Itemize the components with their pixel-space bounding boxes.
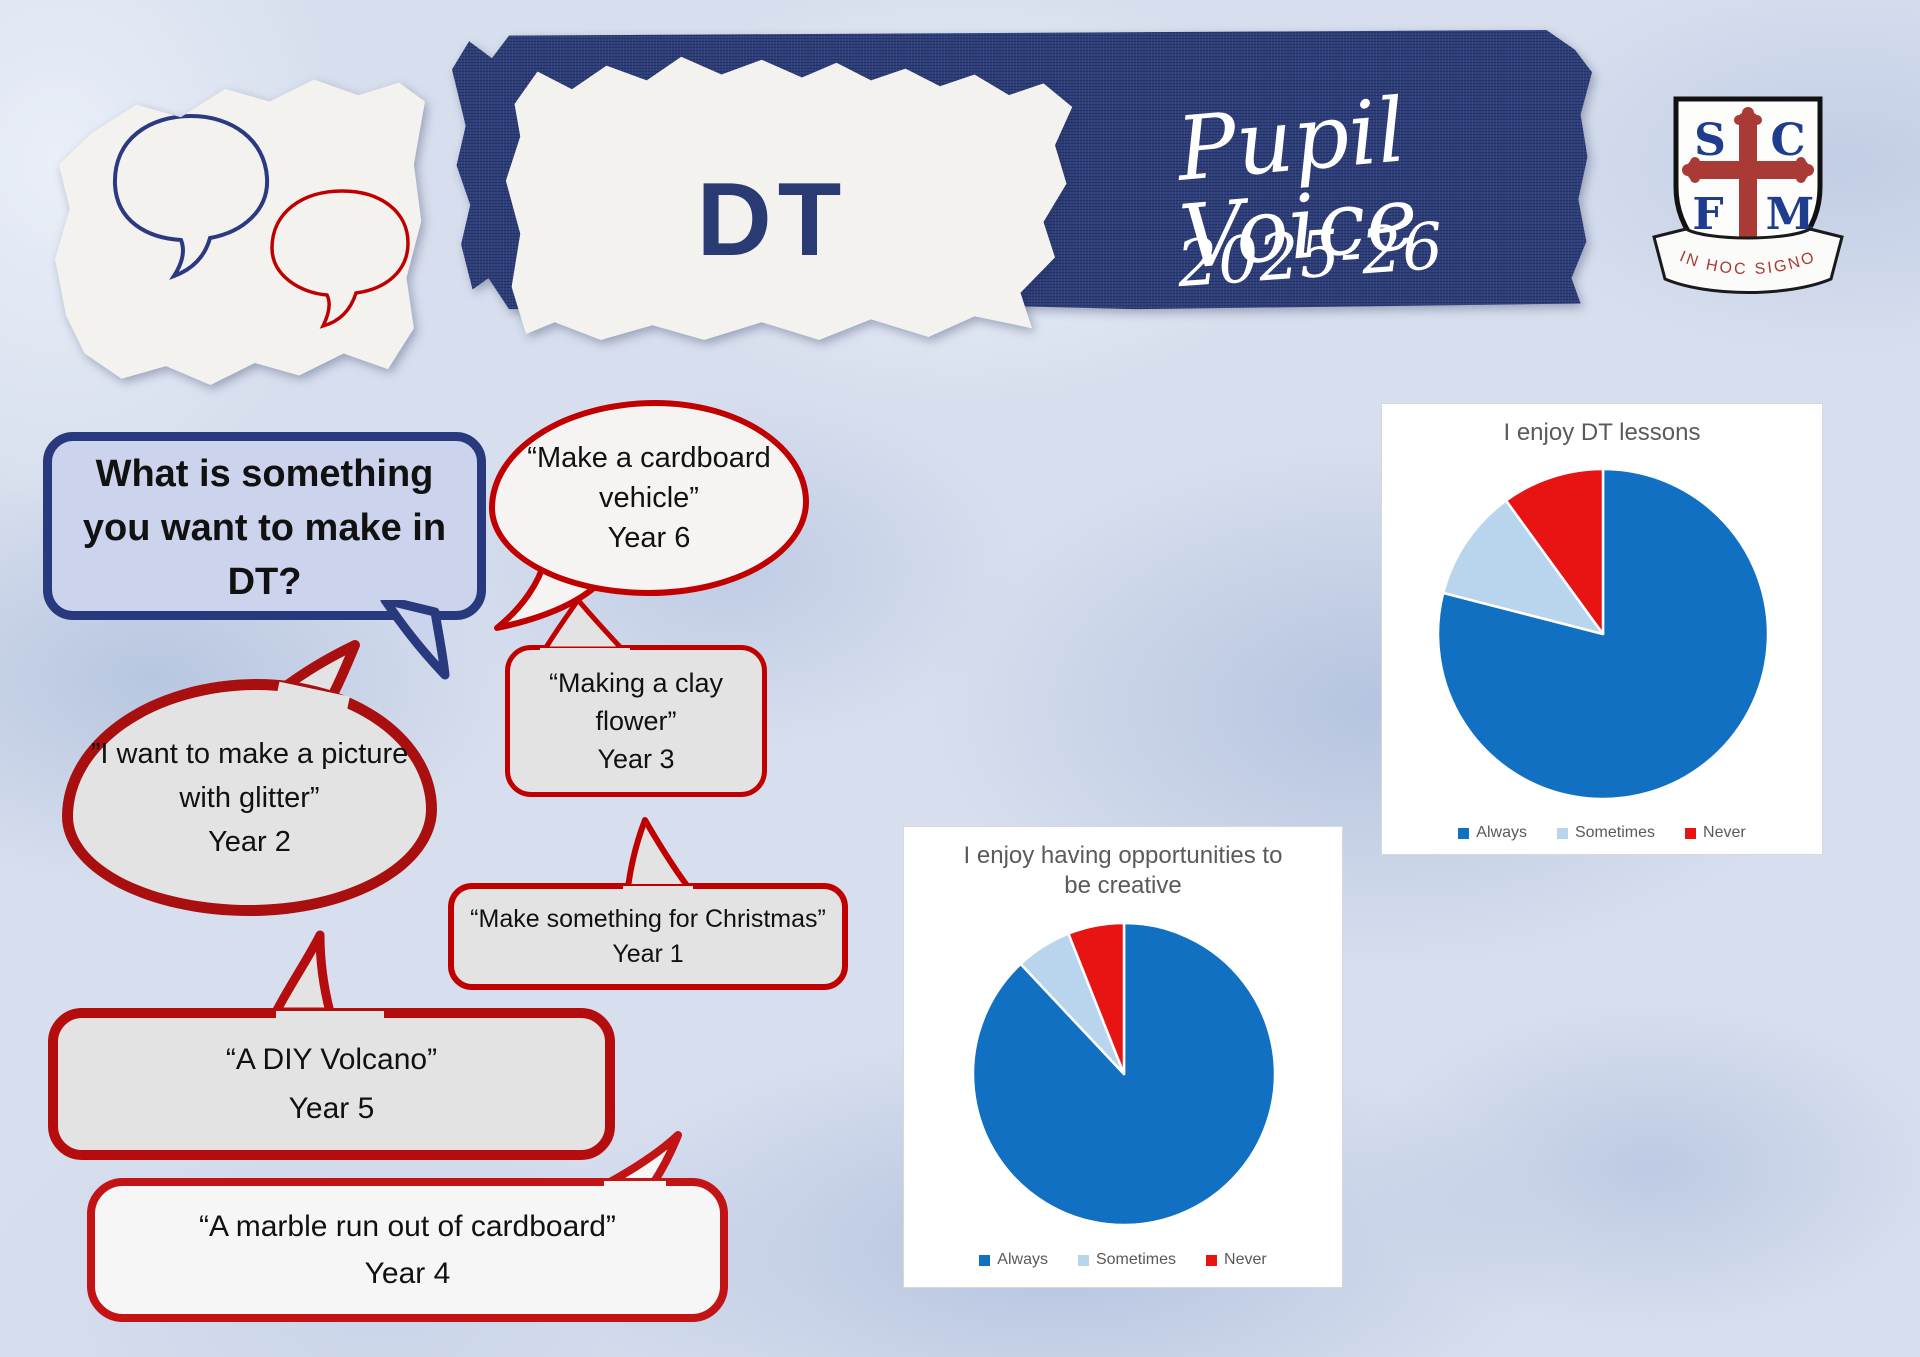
pie-slice-sometimes (1441, 499, 1605, 636)
legend-label: Never (1703, 824, 1746, 841)
legend-item-always: Always (979, 1251, 1048, 1269)
chart-legend: Always Sometimes Never (904, 1251, 1342, 1269)
chart-title: I enjoy DT lessons (1503, 419, 1701, 446)
quote-bubble-year-4-tail (606, 1131, 682, 1186)
speech-bubble-icon-red (270, 189, 410, 329)
legend-item-sometimes: Sometimes (1556, 824, 1656, 842)
pie-slice-always (971, 921, 1277, 1227)
torn-paper-decoration (55, 79, 425, 385)
chart-title: I enjoy having opportunities to be creat… (963, 842, 1283, 899)
legend-swatch-never (1206, 1254, 1218, 1266)
pie-chart-dt-lessons (1436, 467, 1770, 801)
quote-bubble-year-2: ”I want to make a picture with glitter” … (62, 640, 437, 916)
quote-bubble-year-5-tail (271, 930, 335, 1017)
quote-bubble-year-6-shape (489, 400, 809, 596)
crest-letter-c: C (1770, 115, 1805, 166)
quote-text: “Make a cardboard vehicle” (527, 442, 771, 514)
speech-bubbles-doodle (112, 113, 410, 329)
banner-torn-paper (505, 56, 1073, 340)
quote-year: Year 6 (607, 522, 691, 554)
legend-item-never: Never (1206, 1251, 1267, 1269)
legend-swatch-sometimes (1556, 827, 1568, 839)
chart-legend: Always Sometimes Never (1382, 824, 1822, 842)
legend-item-never: Never (1685, 824, 1746, 842)
question-text: What is something you want to make in DT… (82, 453, 447, 603)
school-crest-logo: S C F M IN HOC SIGNO (1652, 96, 1844, 294)
pie-slice-never (1067, 921, 1126, 1076)
legend-item-sometimes: Sometimes (1077, 1251, 1177, 1269)
quote-text: “A DIY Volcano” (225, 1043, 438, 1076)
pie-slice-always (1436, 467, 1770, 801)
legend-label: Sometimes (1574, 824, 1656, 841)
quote-year: Year 2 (208, 825, 291, 858)
legend-label: Sometimes (1095, 1251, 1177, 1268)
quote-bubble-year-1: “Make something for Christmas” Year 1 (448, 817, 848, 990)
quote-text: ”I want to make a picture with glitter” (90, 737, 409, 814)
quote-bubble-year-1-tail (625, 817, 691, 890)
quote-bubble-year-3-shape (505, 645, 767, 797)
quote-year: Year 4 (364, 1257, 451, 1290)
legend-swatch-never (1685, 827, 1697, 839)
quote-text: “Making a clay flower” (548, 668, 724, 736)
page-title-subject: DT (696, 162, 848, 278)
legend-label: Always (997, 1251, 1048, 1268)
quote-text: “Make something for Christmas” (470, 904, 826, 933)
speech-bubble-icon-blue (112, 113, 270, 280)
crest-cross-icon (1682, 107, 1814, 271)
legend-swatch-always (979, 1254, 991, 1266)
legend-label: Always (1476, 824, 1527, 841)
quote-bubble-year-3: “Making a clay flower” Year 3 (505, 597, 767, 797)
legend-swatch-sometimes (1077, 1254, 1089, 1266)
crest-letter-s: S (1694, 115, 1726, 166)
question-bubble-tail (380, 595, 450, 680)
quote-bubble-year-6: “Make a cardboard vehicle” Year 6 (489, 400, 809, 631)
quote-bubble-year-5: “A DIY Volcano” Year 5 (48, 930, 615, 1160)
quote-bubble-year-4: “A marble run out of cardboard” Year 4 (87, 1131, 728, 1322)
legend-item-always: Always (1458, 824, 1527, 842)
chart-panel-dt-lessons: I enjoy DT lessons Always Sometimes Neve… (1381, 403, 1823, 855)
quote-text: “A marble run out of cardboard” (199, 1210, 616, 1243)
quote-bubble-year-3-tail (542, 597, 625, 652)
quote-year: Year 3 (597, 744, 675, 774)
question-bubble: What is something you want to make in DT… (43, 432, 486, 680)
legend-swatch-always (1458, 827, 1470, 839)
quote-bubble-year-5-shape (48, 1008, 615, 1160)
crest-ribbon (1652, 227, 1844, 294)
pie-slice-never (1504, 467, 1605, 636)
chart-panel-creative: I enjoy having opportunities to be creat… (903, 826, 1343, 1288)
legend-label: Never (1224, 1251, 1267, 1268)
crest-letter-f: F (1692, 189, 1723, 240)
quote-year: Year 1 (612, 939, 684, 968)
quote-bubble-year-4-shape (87, 1178, 728, 1322)
quote-year: Year 5 (288, 1092, 375, 1125)
quote-bubble-year-2-shape (62, 679, 437, 916)
pie-chart-creative (971, 921, 1277, 1227)
